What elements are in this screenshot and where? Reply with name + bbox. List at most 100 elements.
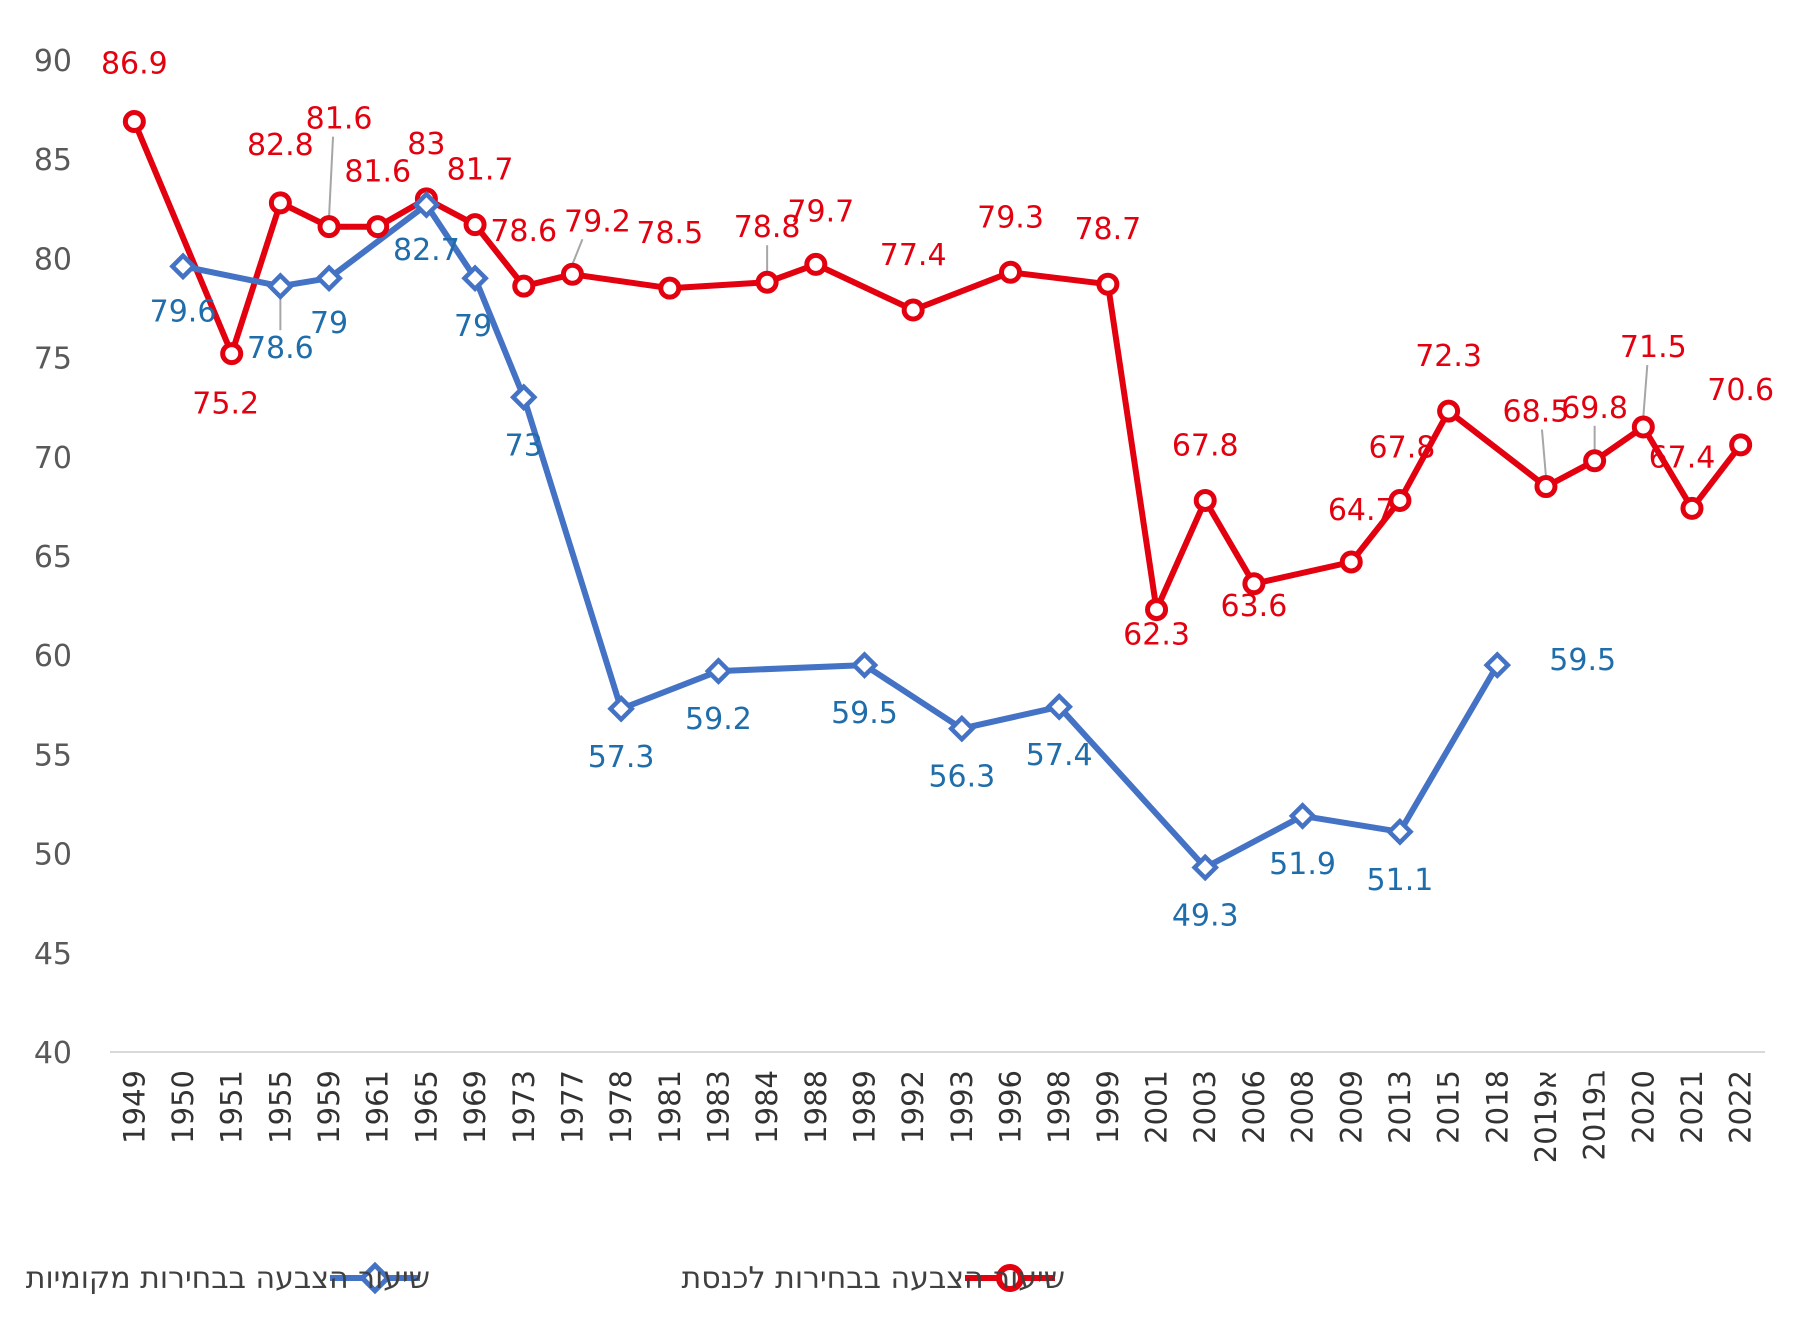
- knesset-data-label: 78.5: [636, 216, 703, 251]
- x-tick-label: 1959: [312, 1070, 346, 1144]
- x-tick-label: 1977: [555, 1070, 589, 1144]
- x-tick-label: 2015: [1432, 1070, 1466, 1144]
- local-point[interactable]: [1045, 692, 1073, 721]
- knesset-point[interactable]: [317, 215, 341, 239]
- local-data-label: 73: [505, 428, 543, 463]
- knesset-data-label: 83: [407, 127, 445, 162]
- x-tick-label: 1984: [750, 1070, 784, 1144]
- local-data-label: 78.6: [247, 331, 314, 366]
- local-point[interactable]: [461, 264, 489, 293]
- x-tick-label: 1973: [507, 1070, 541, 1144]
- knesset-point[interactable]: [366, 215, 390, 239]
- knesset-point[interactable]: [1096, 272, 1120, 296]
- knesset-data-label: 79.7: [787, 194, 854, 229]
- knesset-point[interactable]: [804, 252, 828, 276]
- legend-item-knesset[interactable]: שיעור הצבעה בבחירות לכנסת: [681, 1261, 1065, 1296]
- local-point[interactable]: [169, 252, 197, 281]
- x-tick-label: 1965: [409, 1070, 443, 1144]
- knesset-point[interactable]: [1145, 598, 1169, 622]
- y-tick-label: 80: [34, 242, 72, 277]
- local-point[interactable]: [704, 657, 733, 685]
- x-tick-label: 1981: [653, 1070, 687, 1144]
- knesset-point[interactable]: [1193, 488, 1217, 512]
- knesset-data-label: 77.4: [880, 238, 947, 273]
- label-leader-line: [1540, 429, 1547, 477]
- knesset-point[interactable]: [1680, 496, 1704, 520]
- local-data-label: 59.2: [685, 702, 752, 737]
- local-point[interactable]: [607, 694, 635, 723]
- x-tick-label: 1950: [166, 1070, 200, 1144]
- knesset-point[interactable]: [999, 260, 1023, 284]
- knesset-point[interactable]: [268, 191, 292, 215]
- x-tick-label: 1999: [1091, 1070, 1125, 1144]
- local-point[interactable]: [1191, 853, 1220, 882]
- x-tick-label: 2021: [1675, 1070, 1709, 1144]
- legend-label-local: שיעור הצבעה בבחירות מקומיות: [26, 1261, 430, 1296]
- knesset-point[interactable]: [220, 342, 244, 366]
- knesset-data-label: 64.7: [1328, 493, 1395, 528]
- x-tick-label: 2019א: [1529, 1070, 1563, 1163]
- knesset-point[interactable]: [1242, 572, 1266, 596]
- y-tick-label: 55: [34, 738, 72, 773]
- x-tick-label: 2006: [1237, 1070, 1271, 1144]
- x-tick-label: 1951: [215, 1070, 249, 1144]
- x-tick-label: 1988: [799, 1070, 833, 1144]
- local-point[interactable]: [850, 651, 879, 679]
- x-tick-label: 1993: [945, 1070, 979, 1144]
- knesset-data-label: 81.6: [344, 155, 411, 190]
- knesset-point[interactable]: [1437, 399, 1461, 423]
- knesset-data-label: 79.3: [977, 200, 1044, 235]
- y-tick-label: 90: [34, 44, 72, 79]
- legend-diamond-icon: [358, 1261, 392, 1295]
- x-tick-label: 2022: [1724, 1070, 1758, 1144]
- local-series-line: [182, 201, 1500, 871]
- x-tick-label: 1978: [604, 1070, 638, 1144]
- knesset-point[interactable]: [1631, 415, 1655, 439]
- knesset-point[interactable]: [463, 213, 487, 237]
- local-data-label: 79.6: [150, 294, 217, 329]
- knesset-point[interactable]: [1583, 449, 1607, 473]
- local-data-label: 59.5: [831, 696, 898, 731]
- knesset-point[interactable]: [1388, 488, 1412, 512]
- local-point[interactable]: [266, 272, 295, 300]
- knesset-data-label: 78.6: [490, 214, 557, 249]
- local-data-label: 59.5: [1549, 643, 1616, 678]
- local-point[interactable]: [1288, 802, 1317, 830]
- x-tick-label: 2019ב: [1578, 1070, 1612, 1161]
- y-tick-label: 65: [34, 540, 72, 575]
- local-point[interactable]: [948, 714, 976, 743]
- y-tick-label: 70: [34, 441, 72, 476]
- local-data-label: 57.4: [1026, 738, 1093, 773]
- knesset-point[interactable]: [1339, 550, 1363, 574]
- knesset-point[interactable]: [122, 110, 146, 134]
- y-tick-label: 45: [34, 937, 72, 972]
- y-tick-label: 50: [34, 838, 72, 873]
- knesset-point[interactable]: [1534, 475, 1558, 499]
- knesset-point[interactable]: [512, 274, 536, 298]
- knesset-data-label: 78.7: [1074, 212, 1141, 247]
- x-tick-label: 2009: [1334, 1070, 1368, 1144]
- label-leader-line: [1642, 364, 1649, 418]
- local-point[interactable]: [509, 383, 538, 412]
- local-point[interactable]: [1483, 651, 1512, 679]
- local-point[interactable]: [412, 191, 441, 219]
- legend: שיעור הצבעה בבחירות מקומיות שיעור הצבעה …: [26, 1261, 1065, 1296]
- legend-item-local[interactable]: שיעור הצבעה בבחירות מקומיות: [26, 1261, 430, 1296]
- label-leader-lines: [279, 136, 1649, 477]
- local-point[interactable]: [1386, 817, 1414, 846]
- knesset-data-label: 68.5: [1503, 395, 1570, 430]
- knesset-data-label: 71.5: [1620, 330, 1687, 365]
- knesset-point[interactable]: [1729, 433, 1753, 457]
- x-tick-label: 2003: [1188, 1070, 1222, 1144]
- x-tick-label: 2018: [1480, 1070, 1514, 1144]
- knesset-point[interactable]: [560, 262, 584, 286]
- knesset-point[interactable]: [755, 270, 779, 294]
- local-point[interactable]: [315, 264, 343, 293]
- knesset-point[interactable]: [901, 298, 925, 322]
- x-tick-label: 2008: [1286, 1070, 1320, 1144]
- knesset-point[interactable]: [658, 276, 682, 300]
- knesset-data-label: 70.6: [1707, 373, 1774, 408]
- legend-label-knesset: שיעור הצבעה בבחירות לכנסת: [681, 1261, 1065, 1296]
- knesset-data-label: 82.8: [247, 128, 314, 163]
